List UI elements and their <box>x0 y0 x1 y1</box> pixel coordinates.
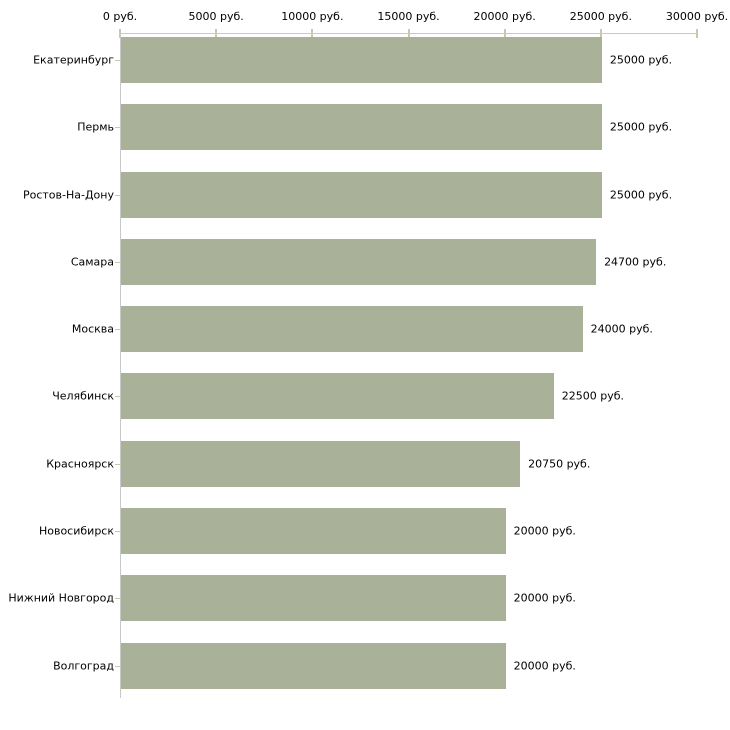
y-axis-line <box>120 33 121 698</box>
bar-row: Нижний Новгород 20000 руб. <box>0 571 730 638</box>
bar <box>121 306 583 353</box>
value-label: 20750 руб. <box>528 457 591 471</box>
y-tick-mark <box>115 396 120 398</box>
y-tick-mark <box>115 194 120 196</box>
value-label: 24700 руб. <box>604 255 667 269</box>
bar-row: Москва 24000 руб. <box>0 302 730 369</box>
x-tick-label: 0 руб. <box>102 10 138 23</box>
value-label: 20000 руб. <box>513 524 576 538</box>
value-label: 20000 руб. <box>513 659 576 673</box>
bar-row: Волгоград 20000 руб. <box>0 639 730 706</box>
bar-row: Челябинск 22500 руб. <box>0 369 730 436</box>
x-tick-label: 20000 руб. <box>473 10 536 23</box>
y-tick-mark <box>115 463 120 465</box>
value-label: 22500 руб. <box>561 389 625 403</box>
x-tick-label: 30000 руб. <box>665 10 729 23</box>
x-axis: 0 руб. 5000 руб. 10000 руб. 15000 руб. 20000… <box>0 0 730 38</box>
value-label: 20000 руб. <box>513 591 576 605</box>
value-label: 25000 руб. <box>609 120 673 134</box>
x-axis-line <box>120 33 698 34</box>
x-tick-label: 5000 руб. <box>188 10 244 23</box>
bar-rows: Екатеринбург 25000 руб. Пермь 25000 руб. Рос… <box>0 33 730 706</box>
bar <box>121 37 602 83</box>
category-label: Москва <box>71 322 114 336</box>
y-tick-mark <box>115 531 120 533</box>
bar <box>121 171 602 218</box>
y-tick-mark <box>115 329 120 331</box>
category-label: Волгоград <box>53 659 114 673</box>
x-tick-label: 10000 руб. <box>281 10 344 23</box>
category-label: Нижний Новгород <box>8 591 114 605</box>
bar <box>121 642 506 689</box>
bar-row: Самара 24700 руб. <box>0 235 730 302</box>
y-tick-mark <box>115 60 120 61</box>
bar <box>121 440 521 487</box>
category-label: Екатеринбург <box>33 53 114 67</box>
category-label: Самара <box>70 255 114 269</box>
y-tick-mark <box>115 665 120 667</box>
bar-row: Екатеринбург 25000 руб. <box>0 33 730 100</box>
bar-row: Пермь 25000 руб. <box>0 100 730 167</box>
x-tick-label: 15000 руб. <box>377 10 440 23</box>
category-label: Пермь <box>77 120 114 134</box>
value-label: 24000 руб. <box>590 322 653 336</box>
y-tick-mark <box>115 261 120 263</box>
bar <box>121 508 506 555</box>
category-label: Ростов-На-Дону <box>22 188 114 202</box>
bar-row: Новосибирск 20000 руб. <box>0 504 730 571</box>
bar-row: Ростов-На-Дону 25000 руб. <box>0 168 730 235</box>
y-tick-mark <box>115 598 120 600</box>
y-tick-mark <box>115 127 120 129</box>
category-label: Новосибирск <box>38 524 114 538</box>
category-label: Челябинск <box>52 389 114 403</box>
x-tick-label: 25000 руб. <box>569 10 632 23</box>
bar <box>121 373 554 420</box>
bar <box>121 575 506 622</box>
value-label: 25000 руб. <box>609 53 673 67</box>
value-label: 25000 руб. <box>609 188 673 202</box>
bar <box>121 238 597 285</box>
bar-row: Красноярск 20750 руб. <box>0 437 730 504</box>
bar <box>121 104 602 151</box>
category-label: Красноярск <box>46 457 114 471</box>
